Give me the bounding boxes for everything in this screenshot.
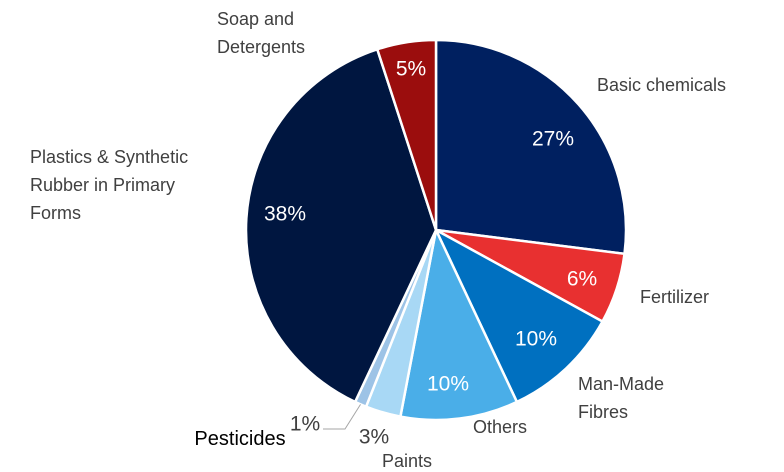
value-label: 10% <box>427 373 469 396</box>
pie-slice <box>433 227 605 404</box>
leader-line <box>323 404 361 430</box>
pie-slice <box>244 47 438 404</box>
value-label: 6% <box>567 268 597 291</box>
value-label: 3% <box>359 426 389 449</box>
category-label: Plastics & Synthetic Rubber in Primary For… <box>30 147 188 223</box>
category-label: Paints <box>382 451 432 471</box>
category-label: Basic chemicals <box>597 75 726 95</box>
category-label: Fertilizer <box>640 287 709 307</box>
pie-slice <box>434 38 628 256</box>
category-label: Others <box>473 417 527 437</box>
value-label: 38% <box>264 203 306 226</box>
category-label: Soap and Detergents <box>217 9 305 57</box>
category-label: Pesticides <box>194 428 285 450</box>
pie-slice <box>398 225 519 422</box>
category-label: Man-Made Fibres <box>578 374 664 422</box>
value-label: 27% <box>532 128 574 151</box>
value-label: 5% <box>396 58 426 81</box>
value-label: 1% <box>290 413 320 436</box>
value-label: 10% <box>515 328 557 351</box>
pie-slice <box>375 38 438 231</box>
